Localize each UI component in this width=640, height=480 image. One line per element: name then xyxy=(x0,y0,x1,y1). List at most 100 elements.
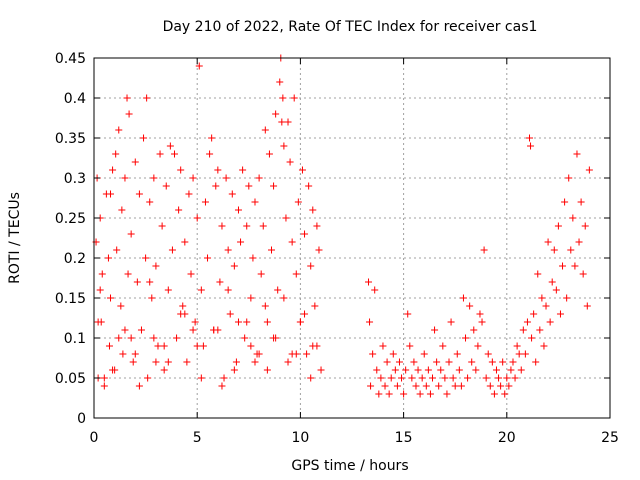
data-point xyxy=(554,222,562,230)
data-point xyxy=(208,134,216,142)
data-point xyxy=(280,142,288,150)
data-point xyxy=(220,374,228,382)
y-tick-label: 0 xyxy=(77,411,86,427)
data-point xyxy=(237,238,245,246)
data-point xyxy=(124,270,132,278)
data-point xyxy=(585,166,593,174)
data-point xyxy=(234,206,242,214)
x-tick-label: 5 xyxy=(193,430,202,446)
data-point xyxy=(197,374,205,382)
data-point xyxy=(428,374,436,382)
data-point xyxy=(565,174,573,182)
data-point xyxy=(387,374,395,382)
data-point xyxy=(313,342,321,350)
data-point xyxy=(100,382,108,390)
data-point xyxy=(366,318,374,326)
data-point xyxy=(140,134,148,142)
data-point xyxy=(243,222,251,230)
data-point xyxy=(457,382,465,390)
data-point xyxy=(212,182,220,190)
data-point xyxy=(365,278,373,286)
data-point xyxy=(559,262,567,270)
data-point xyxy=(224,246,232,254)
data-point xyxy=(418,374,426,382)
data-point xyxy=(181,310,189,318)
data-point xyxy=(313,222,321,230)
data-point xyxy=(416,390,424,398)
data-point xyxy=(556,310,564,318)
data-point xyxy=(476,310,484,318)
data-point xyxy=(288,238,296,246)
data-point xyxy=(232,358,240,366)
plot-frame xyxy=(93,57,611,419)
data-point xyxy=(228,190,236,198)
data-point xyxy=(142,254,150,262)
data-point xyxy=(113,246,121,254)
data-point xyxy=(474,342,482,350)
data-point xyxy=(249,254,257,262)
data-point xyxy=(270,182,278,190)
data-point xyxy=(532,358,540,366)
data-point xyxy=(261,302,269,310)
data-point xyxy=(280,294,288,302)
y-tick-label: 0.4 xyxy=(64,91,86,107)
data-point xyxy=(369,350,377,358)
data-point xyxy=(193,342,201,350)
data-point xyxy=(131,158,139,166)
data-point xyxy=(439,342,447,350)
data-point xyxy=(517,366,525,374)
data-point xyxy=(94,318,102,326)
data-point xyxy=(445,358,453,366)
data-point xyxy=(214,166,222,174)
data-point xyxy=(509,358,517,366)
data-point xyxy=(150,174,158,182)
data-point xyxy=(296,318,304,326)
data-point xyxy=(412,382,420,390)
data-point xyxy=(470,326,478,334)
data-point xyxy=(143,94,151,102)
data-point xyxy=(389,350,397,358)
y-tick-label: 0.1 xyxy=(64,331,86,347)
data-point xyxy=(230,366,238,374)
data-point xyxy=(548,278,556,286)
data-point xyxy=(422,382,430,390)
data-point xyxy=(282,214,290,222)
data-point xyxy=(251,358,259,366)
data-point xyxy=(317,366,325,374)
data-point xyxy=(561,198,569,206)
data-point xyxy=(276,78,284,86)
data-point xyxy=(435,382,443,390)
data-point xyxy=(420,350,428,358)
data-point xyxy=(488,358,496,366)
data-point xyxy=(255,174,263,182)
data-point xyxy=(96,286,104,294)
data-point xyxy=(486,382,494,390)
data-point xyxy=(199,342,207,350)
data-point xyxy=(234,318,242,326)
data-point xyxy=(125,110,133,118)
data-point xyxy=(552,286,560,294)
chart-title: Day 210 of 2022, Rate Of TEC Index for r… xyxy=(163,19,538,35)
data-point xyxy=(400,390,408,398)
data-point xyxy=(540,342,548,350)
data-point xyxy=(290,94,298,102)
data-point xyxy=(515,350,523,358)
data-point xyxy=(206,150,214,158)
data-point xyxy=(129,358,137,366)
data-point xyxy=(197,286,205,294)
data-point xyxy=(406,342,414,350)
data-point xyxy=(480,246,488,254)
data-point xyxy=(315,246,323,254)
data-point xyxy=(230,262,238,270)
data-point xyxy=(567,246,575,254)
data-point xyxy=(311,302,319,310)
data-point xyxy=(379,342,387,350)
data-point xyxy=(247,342,255,350)
data-point xyxy=(563,294,571,302)
data-point xyxy=(503,374,511,382)
data-point xyxy=(189,326,197,334)
data-point xyxy=(185,190,193,198)
data-point xyxy=(191,318,199,326)
data-point xyxy=(148,294,156,302)
data-point xyxy=(177,166,185,174)
